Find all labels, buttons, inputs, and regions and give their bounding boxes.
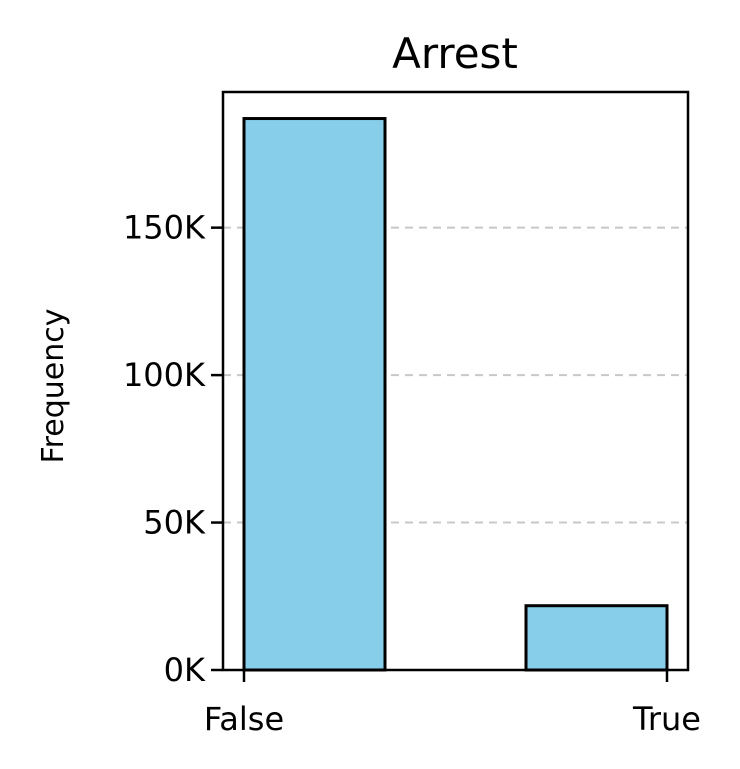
y-tick-label-100K: 100K <box>123 356 206 394</box>
y-axis-ticks: 0K 50K 100K 150K <box>123 209 223 689</box>
y-tick-label-50K: 50K <box>143 504 206 542</box>
chart-title: Arrest <box>392 29 518 78</box>
y-axis-label: Frequency <box>36 309 71 464</box>
x-tick-label-false: False <box>204 700 284 738</box>
x-tick-label-true: True <box>632 700 701 738</box>
bar-true <box>524 604 669 672</box>
y-tick-label-0K: 0K <box>164 651 206 689</box>
y-tick-label-150K: 150K <box>123 209 206 247</box>
bars <box>242 117 669 672</box>
plot-frame <box>221 90 690 672</box>
bar-false <box>242 117 387 672</box>
x-axis-ticks: False True <box>204 670 701 738</box>
